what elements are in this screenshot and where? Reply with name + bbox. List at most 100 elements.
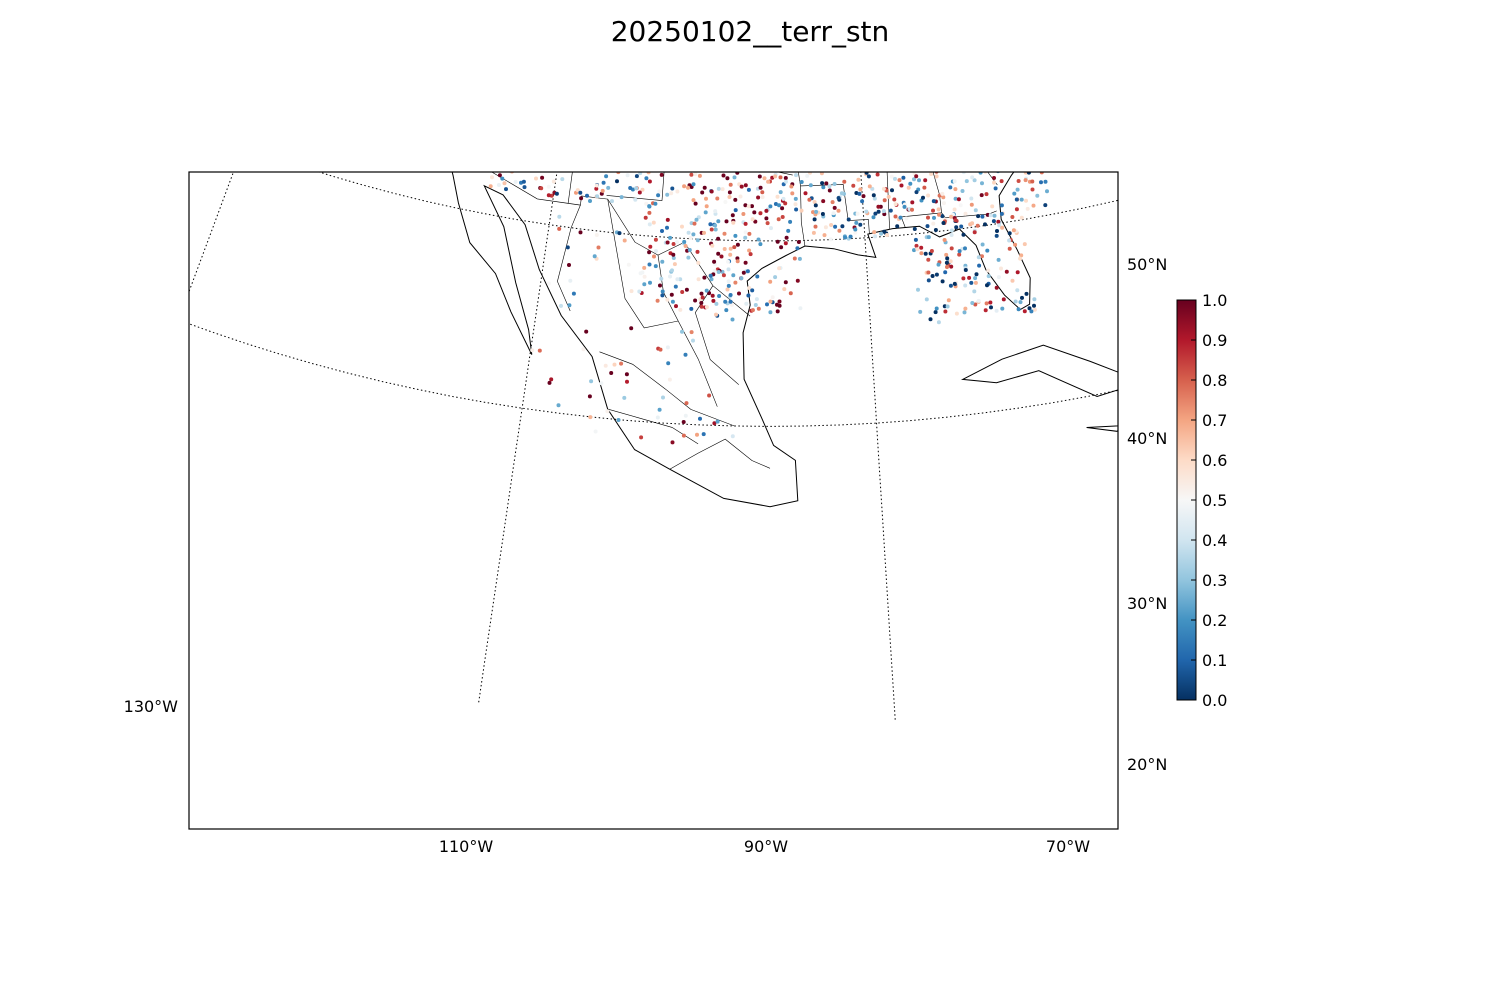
station-point — [949, 284, 953, 288]
station-point — [670, 293, 674, 297]
station-point — [910, 4, 914, 8]
station-point — [984, 308, 988, 312]
station-point — [443, 57, 447, 61]
station-point — [589, 45, 593, 49]
station-point — [470, 8, 474, 12]
station-point — [443, 35, 447, 39]
station-point — [974, 208, 978, 212]
station-point — [593, 254, 597, 258]
station-point — [502, 96, 506, 100]
station-point — [860, 199, 864, 203]
station-point — [928, 114, 932, 118]
station-point — [997, 63, 1001, 67]
station-point — [881, 79, 885, 83]
station-point — [450, 70, 454, 74]
station-point — [875, 0, 879, 3]
station-point — [682, 240, 686, 244]
station-point — [505, 41, 509, 45]
station-point — [428, 92, 432, 96]
station-point — [648, 222, 652, 226]
station-point — [427, 19, 431, 23]
station-point — [856, 68, 860, 72]
station-point — [938, 32, 942, 36]
station-point — [934, 0, 938, 4]
station-point — [959, 136, 963, 140]
station-point — [1083, 80, 1087, 84]
station-point — [1011, 127, 1015, 131]
state-border — [865, 47, 1026, 119]
station-point — [976, 214, 980, 218]
station-point — [537, 94, 541, 98]
station-point — [941, 27, 945, 31]
station-point — [977, 136, 981, 140]
station-point — [727, 284, 731, 288]
station-point — [381, 97, 385, 101]
station-point — [565, 104, 569, 108]
station-point — [414, 89, 418, 93]
station-point — [432, 89, 436, 93]
station-point — [901, 176, 905, 180]
station-point — [477, 18, 481, 22]
station-point — [1019, 300, 1023, 304]
station-point — [1019, 148, 1023, 152]
station-point — [676, 136, 680, 140]
station-point — [532, 143, 536, 147]
station-point — [633, 113, 637, 117]
station-point — [378, 95, 382, 99]
station-point — [622, 48, 626, 52]
station-point — [872, 111, 876, 115]
station-point — [731, 273, 735, 277]
station-point — [769, 300, 773, 304]
station-point — [423, 63, 427, 67]
station-point — [717, 9, 721, 13]
station-point — [538, 349, 542, 353]
station-point — [785, 92, 789, 96]
station-point — [995, 234, 999, 238]
station-point — [624, 84, 628, 88]
station-point — [819, 152, 823, 156]
station-point — [1015, 207, 1019, 211]
station-point — [931, 209, 935, 213]
station-point — [628, 186, 632, 190]
station-point — [789, 76, 793, 80]
station-point — [710, 228, 714, 232]
station-point — [944, 253, 948, 257]
station-point — [932, 86, 936, 90]
station-point — [735, 133, 739, 137]
station-point — [931, 11, 935, 15]
station-point — [615, 102, 619, 106]
station-point — [541, 52, 545, 56]
station-point — [635, 147, 639, 151]
station-point — [777, 203, 781, 207]
station-point — [975, 111, 979, 115]
station-point — [758, 135, 762, 139]
station-point — [774, 88, 778, 92]
station-point — [385, 26, 389, 30]
station-point — [946, 97, 950, 101]
station-point — [798, 5, 802, 9]
station-point — [635, 174, 639, 178]
station-point — [1002, 146, 1006, 150]
station-point — [742, 56, 746, 60]
station-point — [398, 74, 402, 78]
station-point — [666, 345, 670, 349]
station-point — [960, 165, 964, 169]
station-point — [545, 136, 549, 140]
station-point — [908, 182, 912, 186]
station-point — [672, 137, 676, 141]
station-point — [752, 210, 756, 214]
station-point — [951, 82, 955, 86]
station-point — [422, 108, 426, 112]
station-point — [703, 186, 707, 190]
station-point — [713, 112, 717, 116]
station-point — [610, 10, 614, 14]
station-point — [428, 5, 432, 9]
station-point — [1056, 5, 1060, 9]
station-point — [585, 33, 589, 37]
station-point — [671, 253, 675, 257]
station-point — [1021, 40, 1025, 44]
station-point — [758, 211, 762, 215]
station-point — [873, 59, 877, 63]
station-point — [980, 215, 984, 219]
station-point — [794, 202, 798, 206]
